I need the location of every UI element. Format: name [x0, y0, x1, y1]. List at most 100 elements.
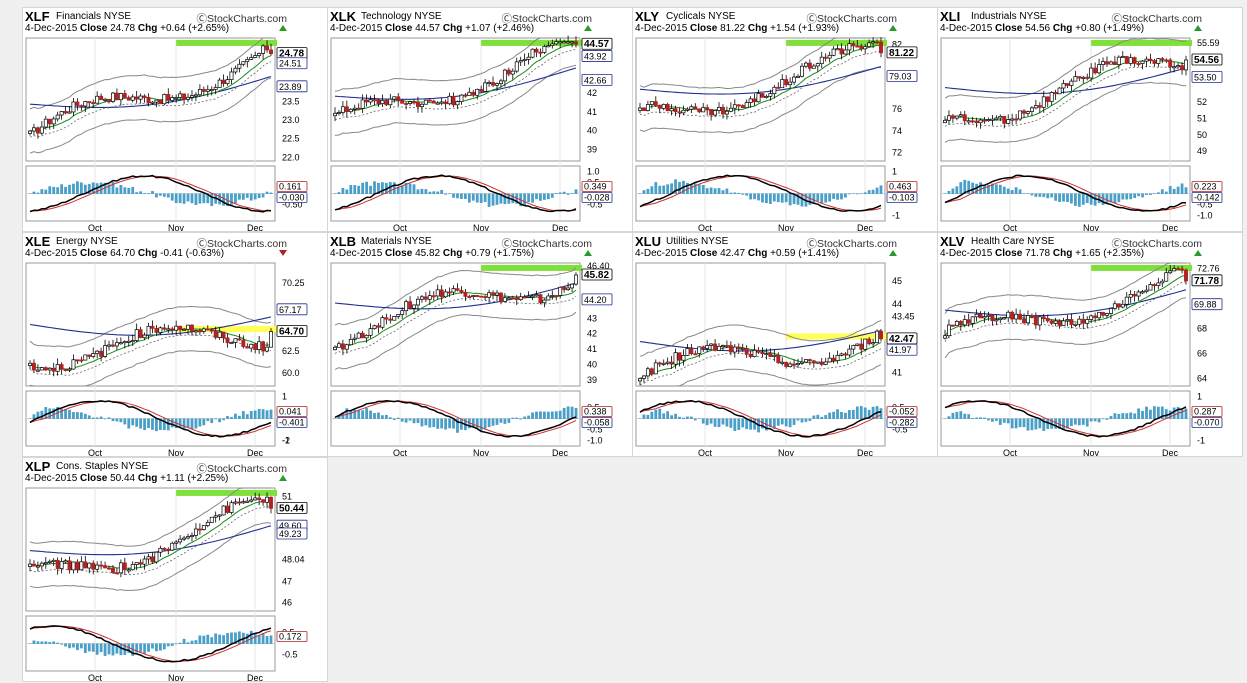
candle-up	[35, 565, 40, 568]
histogram-bar	[333, 193, 337, 194]
ticker-symbol[interactable]: XLV	[940, 234, 965, 249]
ticker-symbol[interactable]: XLI	[940, 9, 961, 24]
histogram-bar	[491, 418, 495, 426]
price-box	[581, 268, 613, 281]
candle-down	[950, 115, 955, 119]
indicator-value-label: -0.070	[1194, 418, 1220, 428]
chart-panel-xlk[interactable]: XLK Technology NYSE ⒸStockCharts.com 4-Dec-…	[327, 7, 634, 233]
histogram-bar	[261, 409, 265, 419]
price-pane-frame	[330, 262, 581, 387]
candle-up	[443, 291, 448, 298]
macd-line	[29, 625, 272, 663]
histogram-bar	[198, 193, 202, 204]
price-chart[interactable]: OctNovDec454443.454142.4741.970.5-0.5-0.…	[633, 233, 939, 458]
date: 4-Dec-2015	[940, 248, 993, 259]
overlay-value-label: 53.50	[1194, 72, 1217, 82]
candle-up	[451, 288, 456, 293]
chart-panel-xlv[interactable]: XLV Health Care NYSE ⒸStockCharts.com 4-Dec…	[937, 232, 1244, 458]
candle-down	[59, 364, 64, 370]
candle-up	[229, 342, 234, 345]
histogram-bar	[143, 418, 146, 431]
ticker-symbol[interactable]: XLB	[330, 234, 356, 249]
ticker-symbol[interactable]: XLY	[635, 9, 660, 24]
ticker-symbol[interactable]: XLP	[25, 459, 51, 474]
histogram-bar	[99, 643, 103, 653]
histogram-bar	[511, 417, 515, 419]
ticker-symbol[interactable]: XLF	[25, 9, 50, 24]
price-chart[interactable]: Oct Nov Dec 82 76 74 72 81.22 79.03 1 -1 0.463-0.10…	[633, 8, 939, 233]
price-chart[interactable]: Oct Nov Dec 55.59 52 51 50 49 54.56 53.50 -0.5-1.0…	[938, 8, 1244, 233]
candle-up	[193, 94, 198, 97]
indicator-box	[1191, 406, 1223, 417]
ticker-symbol[interactable]: XLK	[330, 9, 356, 24]
chart-panel-xlb[interactable]: XLB Materials NYSE ⒸStockCharts.com 4-Dec-2…	[327, 232, 634, 458]
price-chart[interactable]: OctNovDec5148.04474650.4449.6049.230.5-0…	[23, 458, 329, 683]
ticker-symbol[interactable]: XLE	[25, 234, 51, 249]
candle-up	[47, 560, 52, 563]
candle-up	[1097, 311, 1102, 319]
candle-up	[701, 107, 706, 113]
panel-header: XLB Materials NYSE ⒸStockCharts.com	[330, 234, 630, 250]
candle-up	[697, 346, 702, 355]
candle-down	[1180, 268, 1184, 271]
chart-panel-xlf[interactable]: XLF Financials NYSE ⒸStockCharts.com 4-Dec-…	[22, 7, 329, 233]
candle-up	[986, 314, 991, 317]
price-chart[interactable]: Oct Nov Dec23.523.022.522.024.7824.5123.89…	[23, 8, 329, 233]
chart-panel-xly[interactable]: XLY Cyclicals NYSE ⒸStockCharts.com 4-Dec-2…	[632, 7, 939, 233]
price-chart[interactable]: Oct Nov Dec 72.76 68 66 64 71.78 69.88 1 -1 0.287-0…	[938, 233, 1244, 458]
price-chart[interactable]: OctNovDec46.40434241403945.8244.200.5-0.…	[328, 233, 634, 458]
chart-panel-xle[interactable]: XLE Energy NYSE ⒸStockCharts.com 4-Dec-2015…	[22, 232, 329, 458]
candle-down	[748, 353, 753, 357]
histogram-bar	[709, 418, 713, 424]
histogram-bar	[1101, 193, 1105, 206]
candle-up	[970, 316, 975, 324]
candle-up	[966, 120, 971, 123]
candle-up	[562, 41, 567, 44]
ma-50-line	[29, 499, 272, 569]
macd-line	[639, 174, 882, 212]
histogram-bar	[851, 193, 855, 194]
indicator-value-label: 0.338	[584, 407, 607, 417]
chart-panel-xli[interactable]: XLI Industrials NYSE ⒸStockCharts.com 4-Dec…	[937, 7, 1244, 233]
candle-down	[400, 100, 405, 104]
ticker-symbol[interactable]: XLU	[635, 234, 661, 249]
candle-up	[103, 345, 108, 357]
histogram-bar	[115, 643, 119, 654]
indicator-box	[1191, 181, 1223, 192]
chart-panel-xlp[interactable]: XLP Cons. Staples NYSE ⒸStockCharts.com 4-D…	[22, 457, 329, 683]
candle-up	[241, 61, 246, 65]
histogram-bar	[1125, 193, 1129, 200]
candle-up	[213, 515, 218, 518]
candle-down	[693, 106, 698, 110]
candle-up	[333, 346, 337, 351]
histogram-bar	[1038, 418, 1042, 429]
y-tick-label: 39	[587, 375, 597, 385]
histogram-bar	[479, 193, 483, 203]
histogram-bar	[444, 418, 448, 430]
bollinger-upper	[944, 262, 1186, 314]
candle-down	[479, 295, 484, 298]
price-chart[interactable]: OctNovDec4241403944.5743.9242.661.00.5-0…	[328, 8, 634, 233]
sector-name: Cyclicals NYSE	[666, 11, 735, 22]
chart-panel-xlu[interactable]: XLU Utilities NYSE ⒸStockCharts.com 4-Dec-2…	[632, 232, 939, 458]
candle-down	[958, 321, 963, 326]
histogram-bar	[115, 418, 119, 422]
candle-down	[752, 98, 757, 103]
histogram-bar	[365, 181, 369, 194]
histogram-bar	[955, 186, 959, 194]
candle-down	[665, 104, 670, 112]
candle-down	[1176, 268, 1181, 271]
exchange-label: NYSE	[404, 236, 432, 247]
price-chart[interactable]: Oct Nov Dec 70.25 62.5 60.0 67.17 64.70 1 -1-2 0.0…	[23, 233, 329, 458]
candle-up	[1176, 65, 1181, 68]
candle-down	[122, 93, 127, 99]
histogram-bar	[539, 411, 542, 419]
histogram-bar	[1097, 418, 1101, 423]
candle-down	[43, 367, 48, 371]
candle-down	[376, 99, 381, 105]
up-arrow-icon	[584, 25, 592, 31]
candle-up	[518, 296, 523, 300]
histogram-bar	[162, 193, 166, 197]
candle-down	[768, 353, 773, 357]
candle-up	[800, 65, 804, 77]
